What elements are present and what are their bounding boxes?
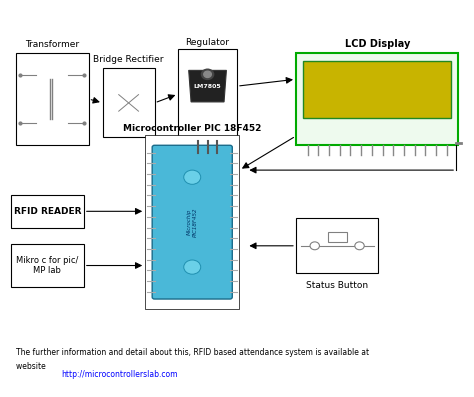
FancyBboxPatch shape [296, 53, 458, 145]
Text: Regulator: Regulator [185, 38, 229, 47]
Text: LM7805: LM7805 [194, 84, 221, 89]
Text: 3: 3 [215, 160, 219, 166]
Text: 1: 1 [196, 160, 201, 166]
Text: The further information and detail about this, RFID based attendance system is a: The further information and detail about… [16, 348, 369, 357]
FancyBboxPatch shape [328, 232, 346, 242]
Text: 2: 2 [205, 160, 210, 166]
Circle shape [310, 242, 319, 250]
Text: RFID READER: RFID READER [14, 207, 81, 216]
Text: Mikro c for pic/
MP lab: Mikro c for pic/ MP lab [16, 256, 79, 275]
FancyBboxPatch shape [296, 218, 378, 274]
FancyBboxPatch shape [152, 145, 232, 299]
Text: http://microcontrollerslab.com: http://microcontrollerslab.com [61, 370, 177, 379]
Polygon shape [112, 89, 145, 117]
Text: Bridge Rectifier: Bridge Rectifier [93, 56, 164, 64]
Text: Microcontroller PIC 18F452: Microcontroller PIC 18F452 [123, 124, 262, 133]
Text: Status Button: Status Button [306, 281, 368, 290]
Circle shape [184, 260, 201, 274]
FancyBboxPatch shape [145, 135, 239, 309]
Circle shape [201, 69, 214, 79]
Text: website: website [16, 362, 48, 371]
FancyBboxPatch shape [11, 195, 84, 228]
Text: Microchip
PIC18F452: Microchip PIC18F452 [187, 207, 198, 237]
Text: LCD Display: LCD Display [345, 39, 410, 49]
FancyBboxPatch shape [16, 53, 89, 145]
Text: Transformer: Transformer [25, 40, 79, 49]
Polygon shape [189, 70, 227, 102]
FancyBboxPatch shape [178, 49, 237, 155]
Circle shape [204, 71, 211, 77]
Circle shape [184, 170, 201, 184]
Circle shape [355, 242, 364, 250]
FancyBboxPatch shape [303, 60, 451, 118]
FancyBboxPatch shape [103, 68, 155, 137]
FancyBboxPatch shape [11, 244, 84, 287]
